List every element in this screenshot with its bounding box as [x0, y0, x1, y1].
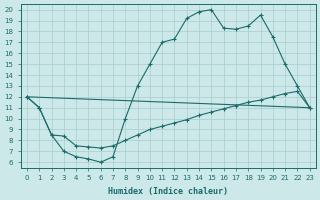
X-axis label: Humidex (Indice chaleur): Humidex (Indice chaleur) [108, 187, 228, 196]
